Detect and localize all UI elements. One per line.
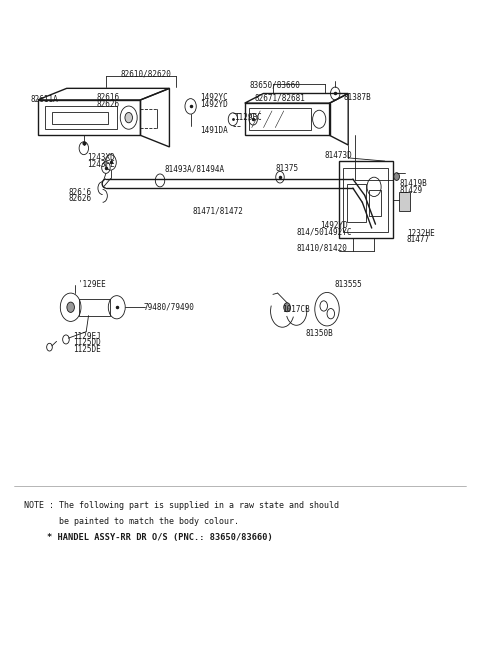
Text: 1491DA: 1491DA xyxy=(200,125,228,135)
Text: 81410/81420: 81410/81420 xyxy=(297,244,348,252)
Text: 1125DD: 1125DD xyxy=(73,338,101,347)
Text: 1492YD: 1492YD xyxy=(320,221,348,230)
Text: 1243XD: 1243XD xyxy=(87,153,115,162)
Text: 81375: 81375 xyxy=(275,164,299,173)
Text: 81477: 81477 xyxy=(407,235,430,244)
Bar xyxy=(52,112,108,124)
Bar xyxy=(45,106,117,129)
Text: 81419B: 81419B xyxy=(400,179,428,188)
Text: 1129EC: 1129EC xyxy=(234,113,262,122)
Text: * HANDEL ASSY-RR DR O/S (PNC.: 83650/83660): * HANDEL ASSY-RR DR O/S (PNC.: 83650/836… xyxy=(47,533,273,542)
Text: 1243FE: 1243FE xyxy=(87,160,115,169)
Text: 826'6: 826'6 xyxy=(68,187,91,196)
Text: 1125DE: 1125DE xyxy=(73,345,101,353)
Text: 813555: 813555 xyxy=(334,281,362,289)
Text: '129EE: '129EE xyxy=(78,281,106,289)
Text: 814/501492YC: 814/501492YC xyxy=(297,227,352,237)
Text: 1129EJ: 1129EJ xyxy=(73,332,101,341)
Text: 1232HE: 1232HE xyxy=(407,229,435,238)
Text: 82671/82681: 82671/82681 xyxy=(254,93,305,102)
Text: be painted to match the body colour.: be painted to match the body colour. xyxy=(59,517,239,526)
Text: 79480/79490: 79480/79490 xyxy=(144,303,194,312)
Text: 81473D: 81473D xyxy=(324,152,352,160)
Bar xyxy=(398,192,410,212)
Text: 1492YC: 1492YC xyxy=(200,93,228,102)
Bar xyxy=(339,161,393,238)
Text: 82626: 82626 xyxy=(96,100,120,109)
Text: 81493A/81494A: 81493A/81494A xyxy=(165,164,225,173)
Circle shape xyxy=(394,173,399,181)
Text: 82616: 82616 xyxy=(96,93,120,102)
Circle shape xyxy=(67,302,74,313)
Text: 82626: 82626 xyxy=(68,194,91,203)
Circle shape xyxy=(284,303,290,312)
Text: 81471/81472: 81471/81472 xyxy=(193,207,244,215)
Circle shape xyxy=(125,112,132,123)
Text: 1492YD: 1492YD xyxy=(200,100,228,109)
Bar xyxy=(369,190,381,216)
Text: 81387B: 81387B xyxy=(344,93,371,102)
Text: 1017CB: 1017CB xyxy=(282,305,310,313)
Bar xyxy=(347,184,366,222)
Bar xyxy=(79,299,110,315)
Text: 83650/83660: 83650/83660 xyxy=(250,81,300,89)
Text: 82611A: 82611A xyxy=(31,95,59,104)
Text: 81429: 81429 xyxy=(400,185,423,194)
Bar xyxy=(344,168,388,232)
Text: NOTE : The following part is supplied in a raw state and should: NOTE : The following part is supplied in… xyxy=(24,501,338,510)
Text: 81350B: 81350B xyxy=(306,329,334,338)
Bar xyxy=(250,108,311,130)
Text: 82610/82620: 82610/82620 xyxy=(120,70,171,79)
